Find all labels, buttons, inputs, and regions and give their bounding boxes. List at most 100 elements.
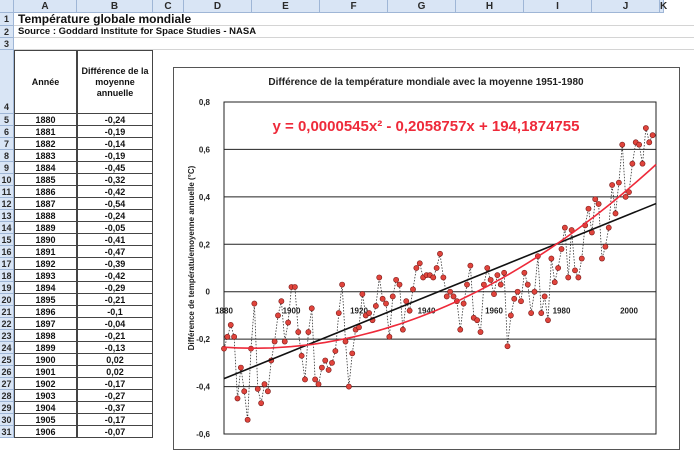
row-header-1[interactable]: 1 (0, 13, 14, 26)
select-all-corner[interactable] (0, 0, 14, 13)
year-cell[interactable]: 1882 (14, 138, 77, 150)
column-header-i[interactable]: I (524, 0, 592, 13)
source-cell[interactable]: Source : Goddard Institute for Space Stu… (14, 26, 694, 38)
row-header-12[interactable]: 12 (0, 198, 14, 210)
year-cell[interactable]: 1897 (14, 318, 77, 330)
row-header-7[interactable]: 7 (0, 138, 14, 150)
diff-cell[interactable]: -0,41 (77, 234, 153, 246)
diff-cell[interactable]: -0,19 (77, 150, 153, 162)
diff-cell[interactable]: -0,21 (77, 294, 153, 306)
column-header-c[interactable]: C (153, 0, 184, 13)
column-header-f[interactable]: F (320, 0, 388, 13)
year-cell[interactable]: 1886 (14, 186, 77, 198)
header-annee-cell[interactable]: Année (14, 50, 77, 114)
row-header-4[interactable]: 4 (0, 50, 14, 114)
diff-cell[interactable]: -0,17 (77, 378, 153, 390)
year-cell[interactable]: 1890 (14, 234, 77, 246)
diff-cell[interactable]: -0,24 (77, 114, 153, 126)
diff-cell[interactable]: -0,1 (77, 306, 153, 318)
row-header-16[interactable]: 16 (0, 246, 14, 258)
row-header-8[interactable]: 8 (0, 150, 14, 162)
diff-cell[interactable]: -0,19 (77, 126, 153, 138)
row-header-2[interactable]: 2 (0, 26, 14, 38)
row-header-11[interactable]: 11 (0, 186, 14, 198)
year-cell[interactable]: 1901 (14, 366, 77, 378)
year-cell[interactable]: 1900 (14, 354, 77, 366)
row-header-31[interactable]: 31 (0, 426, 14, 438)
diff-cell[interactable]: -0,29 (77, 282, 153, 294)
year-cell[interactable]: 1898 (14, 330, 77, 342)
temperature-chart[interactable]: Différence de la température mondiale av… (173, 67, 680, 450)
header-diff-cell[interactable]: Différence de la moyenne annuelle (77, 50, 153, 114)
diff-cell[interactable]: -0,47 (77, 246, 153, 258)
column-header-g[interactable]: G (388, 0, 456, 13)
empty-row-3[interactable] (14, 38, 694, 50)
year-cell[interactable]: 1891 (14, 246, 77, 258)
diff-cell[interactable]: -0,14 (77, 138, 153, 150)
row-header-27[interactable]: 27 (0, 378, 14, 390)
year-cell[interactable]: 1884 (14, 162, 77, 174)
row-header-19[interactable]: 19 (0, 282, 14, 294)
diff-cell[interactable]: -0,24 (77, 210, 153, 222)
diff-cell[interactable]: -0,32 (77, 174, 153, 186)
diff-cell[interactable]: -0,37 (77, 402, 153, 414)
row-header-18[interactable]: 18 (0, 270, 14, 282)
year-cell[interactable]: 1881 (14, 126, 77, 138)
diff-cell[interactable]: -0,27 (77, 390, 153, 402)
row-header-3[interactable]: 3 (0, 38, 14, 50)
diff-cell[interactable]: -0,04 (77, 318, 153, 330)
column-header-k[interactable]: K (660, 0, 668, 13)
sheet-title-cell[interactable]: Température globale mondiale (14, 13, 694, 26)
row-header-30[interactable]: 30 (0, 414, 14, 426)
year-cell[interactable]: 1906 (14, 426, 77, 438)
diff-cell[interactable]: -0,45 (77, 162, 153, 174)
row-header-5[interactable]: 5 (0, 114, 14, 126)
row-header-22[interactable]: 22 (0, 318, 14, 330)
column-header-e[interactable]: E (252, 0, 320, 13)
row-header-20[interactable]: 20 (0, 294, 14, 306)
diff-cell[interactable]: -0,21 (77, 330, 153, 342)
row-header-28[interactable]: 28 (0, 390, 14, 402)
year-cell[interactable]: 1894 (14, 282, 77, 294)
diff-cell[interactable]: -0,39 (77, 258, 153, 270)
diff-cell[interactable]: -0,17 (77, 414, 153, 426)
row-header-23[interactable]: 23 (0, 330, 14, 342)
year-cell[interactable]: 1904 (14, 402, 77, 414)
year-cell[interactable]: 1896 (14, 306, 77, 318)
diff-cell[interactable]: -0,13 (77, 342, 153, 354)
year-cell[interactable]: 1880 (14, 114, 77, 126)
row-header-21[interactable]: 21 (0, 306, 14, 318)
year-cell[interactable]: 1895 (14, 294, 77, 306)
year-cell[interactable]: 1888 (14, 210, 77, 222)
row-header-10[interactable]: 10 (0, 174, 14, 186)
year-cell[interactable]: 1885 (14, 174, 77, 186)
row-header-17[interactable]: 17 (0, 258, 14, 270)
diff-cell[interactable]: -0,42 (77, 270, 153, 282)
column-header-b[interactable]: B (77, 0, 153, 13)
column-header-h[interactable]: H (456, 0, 524, 13)
year-cell[interactable]: 1883 (14, 150, 77, 162)
row-header-14[interactable]: 14 (0, 222, 14, 234)
year-cell[interactable]: 1892 (14, 258, 77, 270)
year-cell[interactable]: 1899 (14, 342, 77, 354)
year-cell[interactable]: 1893 (14, 270, 77, 282)
diff-cell[interactable]: -0,05 (77, 222, 153, 234)
row-header-13[interactable]: 13 (0, 210, 14, 222)
column-header-j[interactable]: J (592, 0, 660, 13)
diff-cell[interactable]: 0,02 (77, 366, 153, 378)
year-cell[interactable]: 1903 (14, 390, 77, 402)
diff-cell[interactable]: -0,54 (77, 198, 153, 210)
column-header-d[interactable]: D (184, 0, 252, 13)
diff-cell[interactable]: 0,02 (77, 354, 153, 366)
row-header-6[interactable]: 6 (0, 126, 14, 138)
year-cell[interactable]: 1889 (14, 222, 77, 234)
diff-cell[interactable]: -0,42 (77, 186, 153, 198)
year-cell[interactable]: 1902 (14, 378, 77, 390)
row-header-9[interactable]: 9 (0, 162, 14, 174)
row-header-29[interactable]: 29 (0, 402, 14, 414)
row-header-26[interactable]: 26 (0, 366, 14, 378)
row-header-24[interactable]: 24 (0, 342, 14, 354)
row-header-15[interactable]: 15 (0, 234, 14, 246)
year-cell[interactable]: 1887 (14, 198, 77, 210)
column-header-a[interactable]: A (14, 0, 77, 13)
